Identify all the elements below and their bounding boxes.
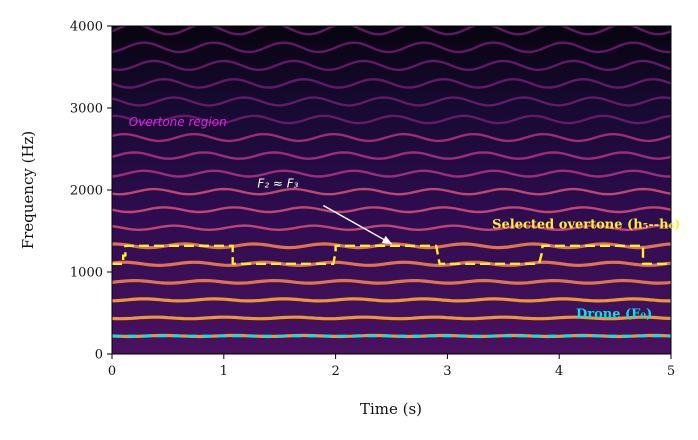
harmonic-line: [112, 114, 671, 125]
harmonic-line: [112, 260, 671, 268]
y-tick-label: 2000: [70, 184, 103, 199]
harmonic-line: [112, 169, 671, 178]
y-tick-label: 4000: [70, 20, 103, 35]
y-tick-label: 1000: [70, 266, 103, 281]
harmonic-line: [112, 41, 671, 54]
x-axis: 0 1 2 3 4 5: [108, 354, 675, 379]
harmonic-line: [112, 77, 671, 89]
x-tick-label: 3: [443, 364, 451, 379]
y-tick-label: 3000: [70, 102, 103, 117]
harmonic-line: [112, 224, 671, 232]
harmonic-line: [112, 315, 671, 321]
selected-overtone-series-line: [112, 244, 671, 265]
harmonic-line: [112, 187, 671, 196]
harmonic-line: [112, 132, 671, 143]
harmonic-line: [112, 59, 671, 72]
drone-label: Drone (F₀): [576, 307, 652, 322]
plot-area: [111, 25, 672, 355]
x-tick-label: 2: [331, 364, 339, 379]
overtone-region-label: Overtone region: [129, 115, 227, 129]
harmonic-line: [112, 96, 671, 107]
harmonic-line: [112, 297, 671, 303]
harmonic-line: [112, 206, 671, 214]
harmonic-lines: [112, 26, 671, 339]
series-layer: [112, 244, 671, 338]
harmonic-line: [112, 151, 671, 160]
x-tick-label: 0: [108, 364, 116, 379]
x-tick-label: 4: [555, 364, 563, 379]
y-tick-label: 0: [95, 348, 103, 363]
f2-approx-f3-label: F₂ ≈ F₃: [257, 177, 298, 191]
y-axis: 0 1000 2000 3000 4000: [70, 20, 112, 363]
harmonic-line: [112, 278, 671, 285]
harmonic-line: [112, 26, 671, 36]
annotations: Overtone region F₂ ≈ F₃ Selected overtone …: [129, 115, 681, 322]
y-axis-label: Frequency (Hz): [19, 131, 37, 250]
x-axis-label: Time (s): [360, 400, 422, 418]
x-tick-label: 1: [220, 364, 228, 379]
annotation-arrow: [322, 204, 393, 245]
selected-overtone-label: Selected overtone (h₅--h₆): [492, 218, 680, 233]
x-tick-label: 5: [667, 364, 675, 379]
